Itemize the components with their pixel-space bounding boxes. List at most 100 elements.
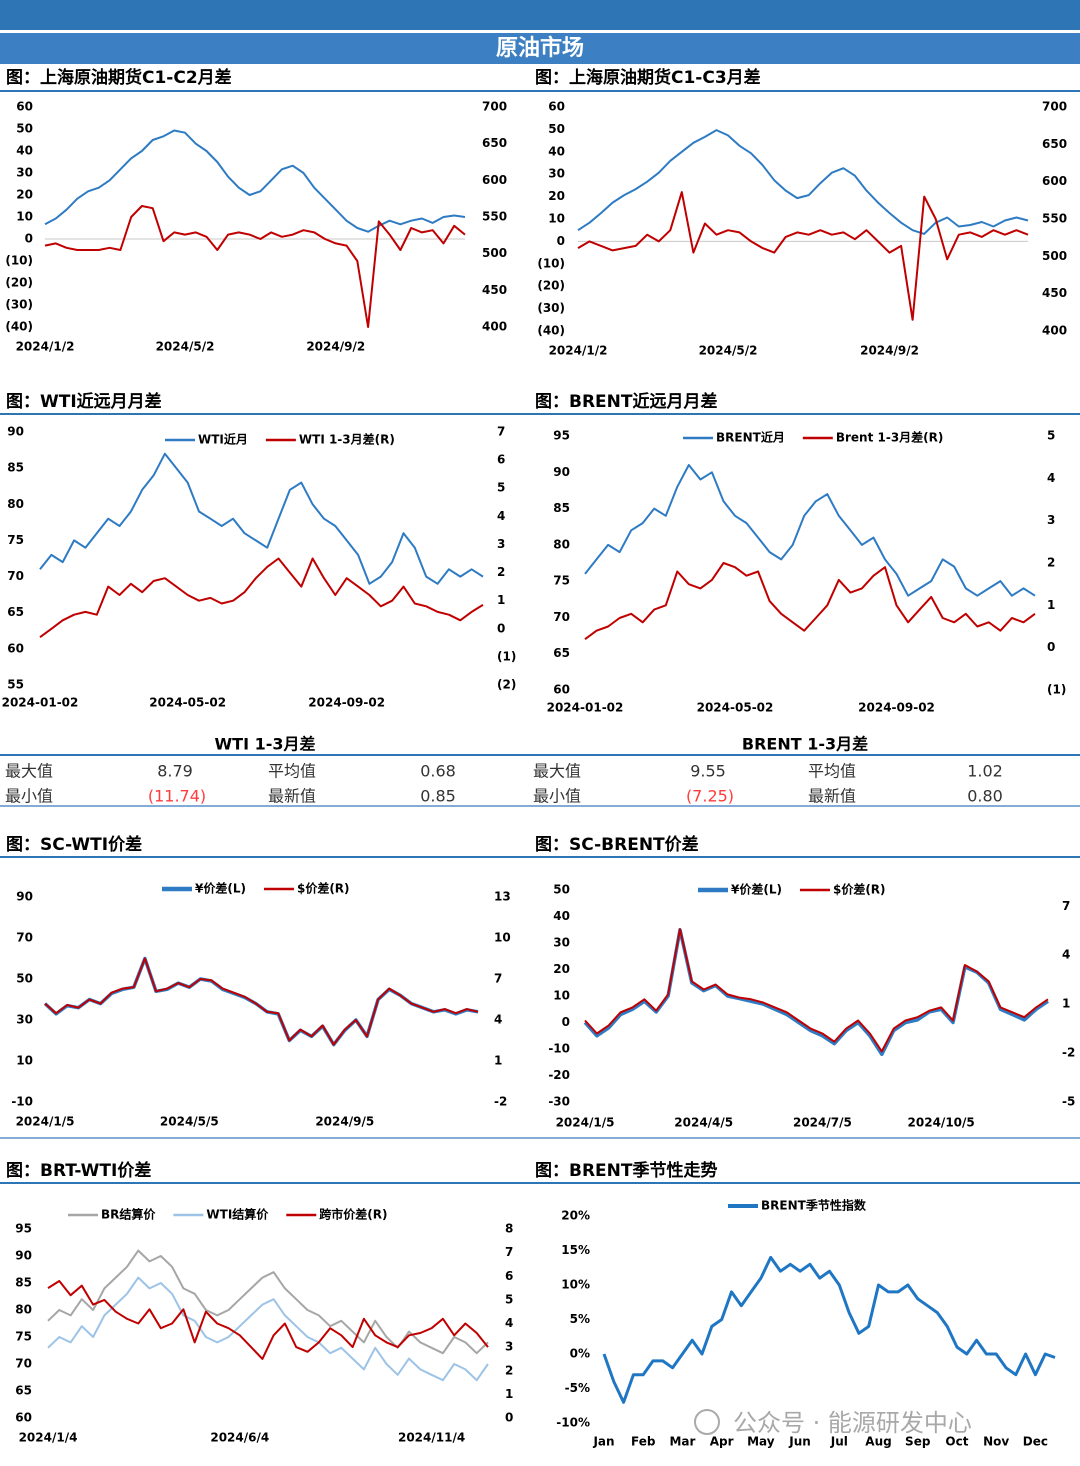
- stats-title: BRENT 1-3月差: [742, 735, 868, 754]
- stat-label: 最大值: [5, 762, 53, 781]
- x-tick-label: 2024/10/5: [908, 1116, 975, 1130]
- x-tick-label: 2024-05-02: [697, 701, 774, 715]
- stat-label: 最新值: [268, 787, 316, 806]
- x-tick-label: Apr: [710, 1435, 734, 1449]
- watermark: 公众号 · 能源研发中心: [733, 1409, 972, 1437]
- y-tick-label: 60: [16, 100, 33, 114]
- y-tick-label: (10): [537, 256, 565, 270]
- y-tick-label: 10: [16, 1054, 33, 1068]
- stat-label: 平均值: [808, 762, 856, 781]
- stats-title: WTI 1-3月差: [215, 735, 316, 754]
- y-tick-label: 20: [548, 189, 565, 203]
- y2-tick-label: 7: [505, 1245, 513, 1259]
- y2-tick-label: 550: [1042, 212, 1067, 226]
- stat-value: 8.79: [157, 762, 193, 781]
- y-tick-label: 10: [553, 989, 570, 1003]
- y-tick-label: 80: [553, 537, 570, 551]
- y-tick-label: 80: [7, 497, 24, 511]
- legend-label: WTI近月: [198, 432, 248, 447]
- y-tick-label: 60: [553, 683, 570, 697]
- y-tick-label: 70: [7, 569, 24, 583]
- y-tick-label: 20: [553, 962, 570, 976]
- legend-label: BR结算价: [101, 1207, 156, 1222]
- watermark-icon: [694, 1409, 720, 1435]
- y2-tick-label: 500: [482, 246, 507, 260]
- y2-tick-label: 600: [1042, 174, 1067, 188]
- y-tick-label: 15%: [561, 1243, 590, 1257]
- y-tick-label: 65: [7, 605, 24, 619]
- y-tick-label: 85: [15, 1276, 32, 1290]
- y-tick-label: 0: [557, 234, 565, 248]
- series-line: [44, 129, 466, 233]
- y2-tick-label: -2: [1062, 1046, 1075, 1060]
- x-tick-label: 2024-01-02: [547, 701, 624, 715]
- y2-tick-label: -2: [494, 1095, 507, 1109]
- section-band: [0, 33, 1080, 64]
- x-tick-label: Sep: [905, 1435, 931, 1449]
- series-line: [602, 1255, 1056, 1404]
- series-line: [583, 928, 1049, 1057]
- stat-label: 平均值: [268, 762, 316, 781]
- y2-tick-label: 3: [1047, 513, 1055, 527]
- series-line: [39, 452, 484, 585]
- stat-value: 0.80: [967, 787, 1003, 806]
- y-tick-label: 95: [553, 429, 570, 443]
- y2-tick-label: 5: [505, 1292, 513, 1306]
- y-tick-label: 70: [16, 931, 33, 945]
- legend-label: BRENT季节性指数: [761, 1198, 867, 1213]
- series-line: [584, 464, 1036, 597]
- stat-value: 0.68: [420, 762, 456, 781]
- y-tick-label: 95: [15, 1222, 32, 1236]
- y-tick-label: 60: [15, 1411, 32, 1425]
- series-line: [584, 928, 1049, 1053]
- y2-tick-label: 3: [497, 537, 505, 551]
- series-line: [47, 1276, 489, 1382]
- y-tick-label: 50: [16, 122, 33, 136]
- x-tick-label: Aug: [865, 1435, 891, 1449]
- x-tick-label: Mar: [669, 1435, 695, 1449]
- y-tick-label: 50: [548, 122, 565, 136]
- series-line: [584, 562, 1036, 641]
- y-tick-label: 70: [15, 1357, 32, 1371]
- stat-label: 最大值: [533, 762, 581, 781]
- x-tick-label: 2024/1/4: [19, 1431, 78, 1445]
- y2-tick-label: 13: [494, 890, 511, 904]
- y-tick-label: 75: [553, 574, 570, 588]
- x-tick-label: Feb: [631, 1435, 656, 1449]
- y-tick-label: 60: [7, 641, 24, 655]
- y-tick-label: 10: [16, 210, 33, 224]
- legend-label: ¥价差(L): [195, 881, 246, 896]
- y-tick-label: 90: [7, 425, 24, 439]
- series-line: [43, 956, 479, 1047]
- x-tick-label: 2024/6/4: [210, 1431, 269, 1445]
- y2-tick-label: 400: [482, 320, 507, 334]
- y-tick-label: 30: [16, 1013, 33, 1027]
- y2-tick-label: 6: [505, 1269, 513, 1283]
- stat-value: 0.85: [420, 787, 456, 806]
- y-tick-label: (20): [5, 276, 33, 290]
- y2-tick-label: 7: [497, 425, 505, 439]
- x-tick-label: 2024/9/2: [306, 340, 365, 354]
- y2-tick-label: 1: [497, 593, 505, 607]
- x-tick-label: 2024-09-02: [858, 701, 935, 715]
- stat-value: (7.25): [686, 787, 734, 806]
- legend-label: 跨市价差(R): [319, 1207, 387, 1222]
- y-tick-label: (10): [5, 254, 33, 268]
- x-tick-label: 2024/9/5: [315, 1115, 374, 1129]
- legend-label: Brent 1-3月差(R): [836, 430, 944, 445]
- y2-tick-label: 10: [494, 931, 511, 945]
- y-tick-label: 65: [553, 646, 570, 660]
- y-tick-label: 0%: [570, 1347, 590, 1361]
- y-tick-label: (30): [5, 298, 33, 312]
- y2-tick-label: 1: [1047, 598, 1055, 612]
- y2-tick-label: 4: [494, 1013, 502, 1027]
- chart-title: 图：WTI近远月月差: [6, 391, 162, 412]
- y-tick-label: 50: [16, 972, 33, 986]
- chart-title: 图：上海原油期货C1-C2月差: [6, 67, 232, 88]
- y-tick-label: -5%: [565, 1381, 590, 1395]
- y2-tick-label: 450: [482, 283, 507, 297]
- x-tick-label: Jan: [592, 1435, 614, 1449]
- y-tick-label: 75: [15, 1330, 32, 1344]
- x-tick-label: Jul: [830, 1435, 848, 1449]
